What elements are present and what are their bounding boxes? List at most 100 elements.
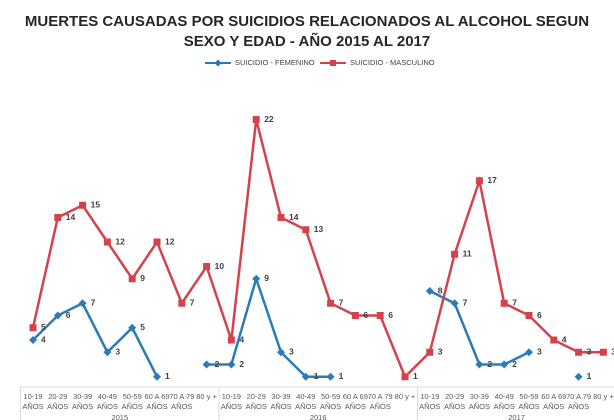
data-point	[79, 201, 87, 209]
data-label: 7	[463, 298, 468, 308]
data-point	[451, 250, 459, 258]
x-tick-label: 80 y +	[196, 392, 217, 401]
x-tick-label: 70 A 79 AÑOS	[368, 392, 393, 411]
x-tick-label: 40-49 AÑOS	[97, 392, 118, 411]
data-label: 6	[537, 310, 542, 320]
x-tick-label: 10-19 AÑOS	[221, 392, 242, 411]
data-point	[574, 372, 583, 381]
data-point	[327, 299, 335, 307]
x-tick-label: 70 A 79 AÑOS	[169, 392, 194, 411]
legend-marker	[214, 59, 222, 67]
x-tick-label: 30-39 AÑOS	[72, 392, 93, 411]
x-tick-label: 60 A 69 AÑOS	[541, 392, 566, 411]
x-tick-label: 80 y +	[593, 392, 614, 401]
x-tick-label: 40-49 AÑOS	[295, 392, 316, 411]
data-label: 4	[239, 334, 244, 344]
data-point	[401, 373, 409, 381]
data-point	[29, 336, 37, 344]
data-label: 3	[611, 347, 614, 357]
data-point	[178, 299, 186, 307]
data-label: 3	[115, 347, 120, 357]
data-point	[550, 336, 558, 344]
x-tick-label: 70 A 79 AÑOS	[566, 392, 591, 411]
data-label: 14	[66, 212, 76, 222]
data-point	[277, 348, 285, 357]
data-point	[53, 311, 62, 320]
x-tick-label: 10-19 AÑOS	[22, 392, 43, 411]
x-tick-label: 20-29 AÑOS	[246, 392, 267, 411]
data-label: 2	[215, 359, 220, 369]
data-label: 9	[264, 273, 269, 283]
x-tick-label: 40-49 AÑOS	[494, 392, 515, 411]
data-label: 15	[91, 200, 101, 210]
chart-title: SEXO Y EDAD - AÑO 2015 AL 2017	[184, 32, 431, 50]
data-point	[103, 238, 111, 246]
data-label: 6	[388, 310, 393, 320]
data-point	[29, 324, 37, 332]
data-point	[376, 312, 384, 319]
data-label: 5	[41, 322, 46, 332]
data-label: 1	[339, 371, 344, 381]
data-point	[599, 348, 607, 356]
data-label: 17	[487, 175, 497, 185]
data-label: 7	[91, 298, 96, 308]
data-label: 7	[190, 298, 195, 308]
data-label: 7	[339, 298, 344, 308]
data-point	[227, 336, 235, 344]
data-label: 4	[562, 334, 567, 344]
data-point	[202, 360, 211, 369]
group-label: 2016	[310, 413, 327, 420]
data-point	[277, 214, 285, 221]
data-point	[78, 299, 87, 308]
data-label: 3	[289, 347, 294, 357]
data-label: 13	[314, 224, 324, 234]
x-tick-label: 30-39 AÑOS	[469, 392, 490, 411]
data-label: 2	[239, 359, 244, 369]
data-label: 14	[289, 212, 299, 222]
legend-marker	[330, 60, 336, 66]
data-point	[500, 360, 509, 369]
x-tick-label: 50-59 AÑOS	[122, 392, 143, 411]
data-point	[252, 116, 260, 123]
legend-label: SUICIDIO - MASCULINO	[350, 58, 435, 67]
data-point	[525, 348, 533, 357]
data-point	[575, 348, 583, 356]
data-label: 1	[413, 371, 418, 381]
group-label: 2015	[111, 413, 128, 420]
data-label: 3	[587, 347, 592, 357]
data-point	[302, 226, 310, 234]
data-point	[301, 372, 310, 381]
data-label: 1	[165, 371, 170, 381]
data-label: 12	[115, 236, 125, 246]
x-tick-label: 80 y +	[395, 392, 416, 401]
data-label: 10	[215, 261, 225, 271]
x-tick-label: 20-29 AÑOS	[444, 392, 465, 411]
data-label: 4	[41, 334, 46, 344]
data-point	[128, 275, 136, 283]
x-tick-label: 60 A 69 AÑOS	[144, 392, 169, 411]
data-label: 11	[463, 249, 472, 259]
data-label: 6	[66, 310, 71, 320]
data-point	[252, 274, 261, 283]
series-line	[31, 119, 604, 379]
data-label: 8	[438, 285, 443, 295]
data-point	[54, 214, 62, 221]
data-point	[153, 372, 161, 381]
x-tick-label: 10-19 AÑOS	[419, 392, 440, 411]
x-tick-label: 20-29 AÑOS	[47, 392, 68, 411]
data-label: 22	[264, 114, 274, 124]
x-tick-label: 50-59 AÑOS	[320, 392, 341, 411]
data-point	[326, 372, 335, 381]
group-label: 2017	[508, 413, 525, 420]
data-label: 5	[140, 322, 145, 332]
data-label: 12	[165, 236, 175, 246]
data-label: 2	[487, 359, 492, 369]
data-point	[500, 299, 508, 307]
data-point	[425, 287, 434, 295]
data-point	[103, 348, 112, 357]
data-point	[351, 312, 359, 319]
legend-label: SUICIDIO - FEMENINO	[235, 58, 315, 67]
data-label: 7	[512, 298, 517, 308]
data-point	[450, 299, 459, 308]
